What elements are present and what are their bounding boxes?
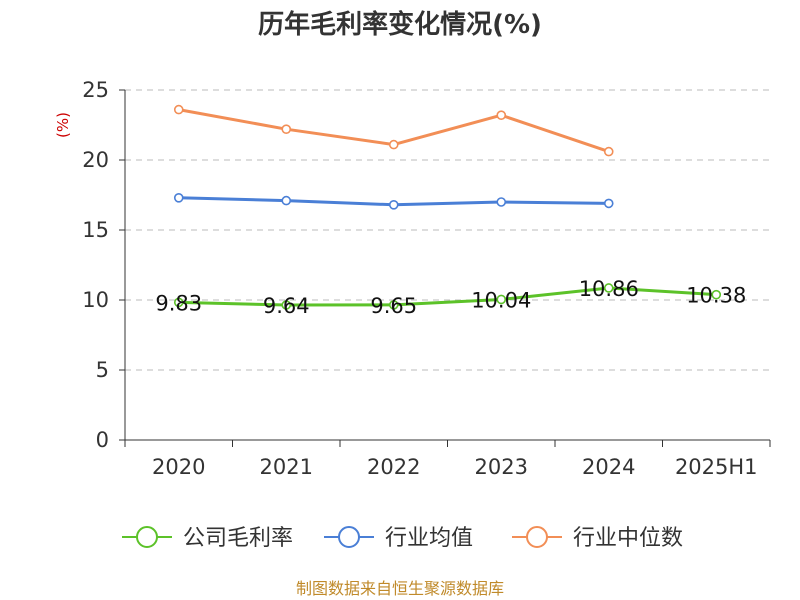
legend-marker-0 bbox=[136, 526, 158, 548]
y-tick-label-0: 0 bbox=[96, 428, 109, 452]
data-point-0-2024[interactable] bbox=[603, 283, 614, 293]
grid-lines bbox=[125, 89, 770, 371]
legend-item-1[interactable]: 行业均值 bbox=[324, 526, 473, 551]
data-label-2020: 9.83 bbox=[155, 291, 202, 315]
data-point-2-2021[interactable] bbox=[281, 124, 292, 134]
legend[interactable]: 公司毛利率 行业均值 行业中位数 bbox=[122, 526, 683, 551]
series-2 bbox=[173, 104, 614, 157]
legend-label-2: 行业中位数 bbox=[573, 526, 683, 551]
y-axis-label: (%) bbox=[54, 112, 72, 138]
series-line-0 bbox=[178, 286, 717, 307]
series-0: 9.83 9.64 9.65 10.04 10.86 10.38 bbox=[155, 277, 746, 318]
series-group: 9.83 9.64 9.65 10.04 10.86 10.38 bbox=[155, 104, 746, 318]
data-point-0-2020[interactable] bbox=[173, 297, 184, 308]
legend-item-2[interactable]: 行业中位数 bbox=[512, 526, 683, 551]
data-point-1-2020[interactable] bbox=[173, 193, 184, 203]
legend-item-0[interactable]: 公司毛利率 bbox=[122, 526, 293, 551]
data-label-2021: 9.64 bbox=[263, 294, 310, 318]
data-label-2024: 10.86 bbox=[579, 277, 639, 301]
y-tick-label-4: 20 bbox=[82, 148, 109, 172]
y-tick-label-2: 10 bbox=[82, 288, 109, 312]
data-point-1-2022[interactable] bbox=[388, 200, 399, 210]
data-label-2022: 9.65 bbox=[370, 294, 417, 318]
data-point-1-2023[interactable] bbox=[496, 197, 507, 207]
data-label-2023: 10.04 bbox=[471, 288, 531, 312]
y-tick-label-1: 5 bbox=[96, 358, 109, 382]
legend-marker-2 bbox=[526, 526, 548, 548]
data-point-0-2022[interactable] bbox=[388, 300, 399, 310]
axes: 0 5 10 15 20 25 2020 2021 2022 2023 2024 2025H1 bbox=[82, 78, 771, 479]
data-point-2-2024[interactable] bbox=[603, 146, 614, 157]
y-tick-label-3: 15 bbox=[82, 218, 109, 242]
data-point-0-2021[interactable] bbox=[281, 300, 292, 310]
data-point-2-2020[interactable] bbox=[173, 104, 184, 115]
x-tick-label-2022: 2022 bbox=[367, 455, 420, 479]
data-point-1-2021[interactable] bbox=[281, 195, 292, 206]
x-tick-label-2021: 2021 bbox=[260, 455, 313, 479]
data-label-2025H1: 10.38 bbox=[686, 284, 746, 308]
data-point-1-2024[interactable] bbox=[603, 198, 614, 209]
x-tick-label-2025H1: 2025H1 bbox=[675, 455, 758, 479]
legend-marker-1 bbox=[338, 526, 360, 548]
data-point-0-2025H1[interactable] bbox=[711, 289, 722, 300]
data-point-0-2023[interactable] bbox=[496, 294, 507, 305]
legend-label-1: 行业均值 bbox=[385, 526, 473, 551]
chart-title: 历年毛利率变化情况(%) bbox=[258, 9, 542, 40]
x-tick-label-2024: 2024 bbox=[582, 455, 635, 479]
y-tick-label-5: 25 bbox=[82, 78, 109, 102]
data-point-2-2023[interactable] bbox=[496, 110, 507, 120]
series-1 bbox=[173, 193, 614, 210]
source-note: 制图数据来自恒生聚源数据库 bbox=[296, 579, 504, 598]
x-tick-label-2023: 2023 bbox=[475, 455, 528, 479]
data-point-2-2022[interactable] bbox=[388, 139, 399, 150]
legend-label-0: 公司毛利率 bbox=[183, 526, 293, 551]
x-tick-label-2020: 2020 bbox=[152, 455, 205, 479]
